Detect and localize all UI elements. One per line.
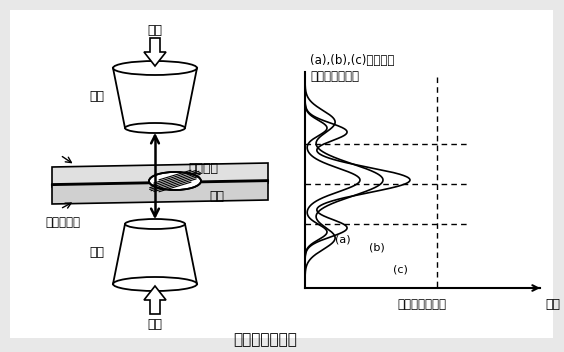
Text: 焊接电流: 焊接电流 [188,162,218,175]
Polygon shape [52,163,268,187]
Text: 压力: 压力 [148,24,162,37]
Text: (c): (c) [393,265,407,275]
Text: (a): (a) [335,235,351,245]
Text: 被焊接材料: 被焊接材料 [45,215,80,228]
Ellipse shape [125,219,185,229]
Polygon shape [144,38,166,66]
Text: 压力: 压力 [148,318,162,331]
Ellipse shape [149,172,201,190]
Text: (b): (b) [369,243,385,253]
Ellipse shape [113,61,197,75]
Text: 电极: 电极 [90,245,104,258]
Text: 焊接材料的溶点: 焊接材料的溶点 [398,297,447,310]
Text: 程时的温度曲线: 程时的温度曲线 [310,69,359,82]
Polygon shape [144,286,166,314]
Text: 温度: 温度 [545,297,561,310]
Text: 电阻焊接示意图: 电阻焊接示意图 [233,333,297,347]
Text: 焊点: 焊点 [209,189,224,202]
Text: 电极: 电极 [90,89,104,102]
Ellipse shape [125,123,185,133]
Ellipse shape [113,277,197,291]
Polygon shape [52,180,268,204]
Text: (a),(b),(c)是焊接过: (a),(b),(c)是焊接过 [310,54,394,67]
Polygon shape [113,68,197,128]
Polygon shape [113,224,197,284]
